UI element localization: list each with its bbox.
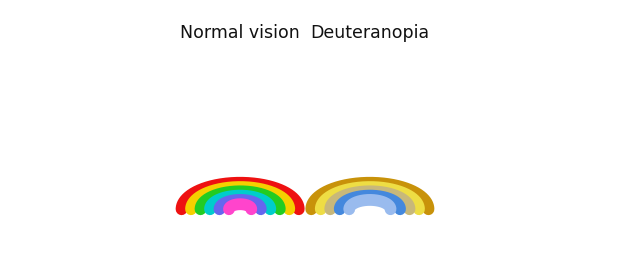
- Text: Normal vision: Normal vision: [180, 25, 300, 42]
- Text: Deuteranopia: Deuteranopia: [310, 25, 429, 42]
